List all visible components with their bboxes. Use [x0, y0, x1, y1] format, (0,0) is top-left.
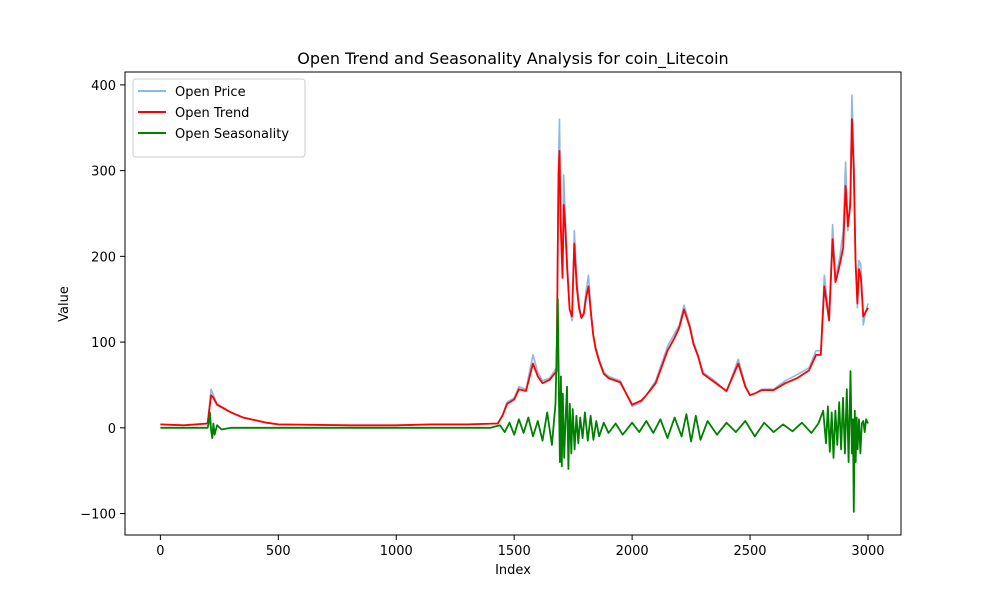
chart-title: Open Trend and Seasonality Analysis for …: [297, 49, 728, 69]
x-tick-label: 2500: [733, 544, 766, 559]
y-tick-label: −100: [80, 508, 116, 523]
y-tick-label: 100: [91, 336, 116, 351]
y-tick-label: 400: [91, 79, 116, 94]
x-tick-label: 2000: [616, 544, 649, 559]
x-axis: 0 500 1000 1500 2000 2500 3000: [156, 535, 885, 559]
legend-box: [132, 78, 306, 158]
legend-label: Open Seasonality: [175, 127, 289, 142]
x-tick-label: 0: [156, 544, 164, 559]
legend: Open Price Open Trend Open Seasonality: [132, 78, 306, 158]
y-tick-label: 0: [108, 422, 116, 437]
x-tick-label: 3000: [851, 544, 884, 559]
plot-frame: [124, 71, 902, 536]
y-axis: −100 0 100 200 300 400: [80, 79, 125, 523]
series-line-open-trend: [160, 118, 869, 427]
y-axis-title: Value: [57, 286, 72, 322]
legend-label: Open Price: [175, 85, 246, 100]
y-tick-label: 200: [91, 250, 116, 265]
x-tick-label: 1000: [380, 544, 413, 559]
series-line-open-seasonality: [160, 298, 869, 513]
y-tick-label: 300: [91, 165, 116, 180]
x-tick-label: 1500: [498, 544, 531, 559]
legend-label: Open Trend: [175, 106, 249, 121]
x-axis-title: Index: [495, 563, 531, 578]
plot-area: [160, 94, 869, 513]
x-tick-label: 500: [266, 544, 291, 559]
